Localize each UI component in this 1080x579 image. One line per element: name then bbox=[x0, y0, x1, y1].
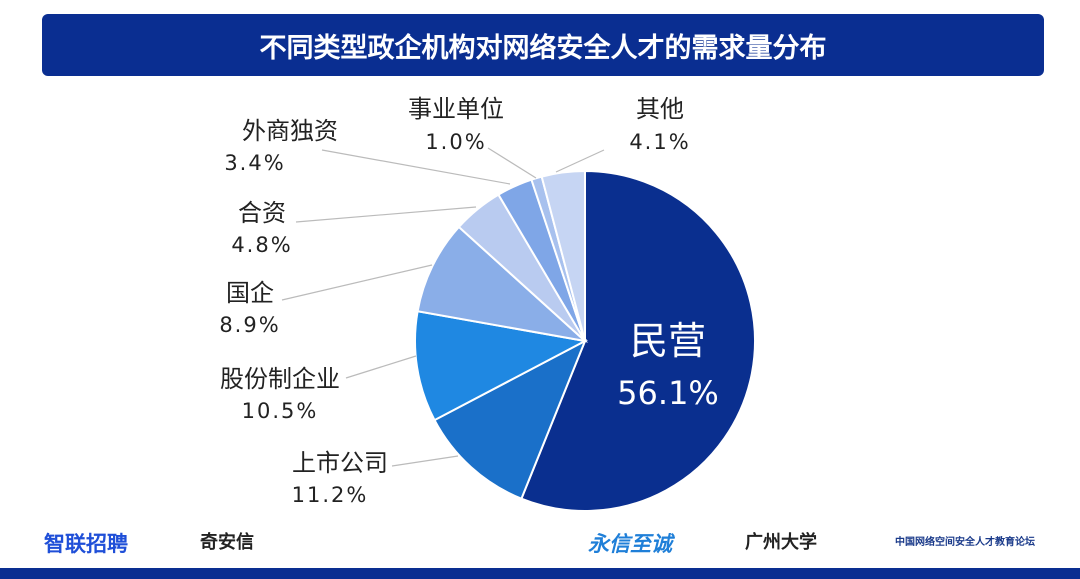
leader-line bbox=[391, 455, 459, 467]
slice-name-label: 股份制企业 bbox=[220, 365, 340, 393]
bottom-bar bbox=[0, 568, 1080, 579]
slice-name-label: 其他 bbox=[636, 95, 684, 123]
logo-alliance: 中国网络空间安全人才教育论坛 bbox=[895, 537, 1035, 548]
slice-value-label: 3.4% bbox=[224, 151, 285, 175]
chart-title: 不同类型政企机构对网络安全人才的需求量分布 bbox=[42, 14, 1044, 76]
pie-slice bbox=[416, 225, 589, 343]
logo-yongxin: 永信至诚 bbox=[588, 532, 672, 556]
slice-name-label: 上市公司 bbox=[292, 449, 388, 477]
leader-line bbox=[281, 264, 433, 301]
pie-slice bbox=[414, 310, 589, 422]
slice-name-label: 国企 bbox=[226, 279, 274, 307]
slice-value-label: 11.2% bbox=[292, 483, 369, 507]
slice-name-label: 民营 bbox=[630, 319, 706, 363]
leader-line bbox=[321, 149, 511, 185]
leader-line bbox=[487, 147, 537, 179]
slice-value-label: 56.1% bbox=[617, 374, 719, 412]
leader-line bbox=[345, 355, 417, 379]
slice-value-label: 10.5% bbox=[242, 399, 319, 423]
leader-line bbox=[555, 149, 605, 173]
slice-value-label: 8.9% bbox=[219, 313, 280, 337]
leader-line bbox=[295, 206, 477, 223]
logo-gzhu: 广州大学 bbox=[745, 532, 817, 553]
logo-qianxin: 奇安信 bbox=[200, 532, 254, 553]
slice-value-label: 4.1% bbox=[629, 130, 690, 154]
slice-value-label: 1.0% bbox=[425, 130, 486, 154]
slice-name-label: 事业单位 bbox=[408, 95, 504, 123]
slice-name-label: 外商独资 bbox=[242, 117, 338, 145]
pie-slice bbox=[540, 169, 586, 342]
logo-zhaopin: 智联招聘 bbox=[44, 532, 128, 556]
pie-slice bbox=[520, 169, 756, 512]
slice-name-label: 合资 bbox=[238, 199, 286, 227]
pie-slice bbox=[433, 338, 587, 500]
slice-value-label: 4.8% bbox=[231, 233, 292, 257]
